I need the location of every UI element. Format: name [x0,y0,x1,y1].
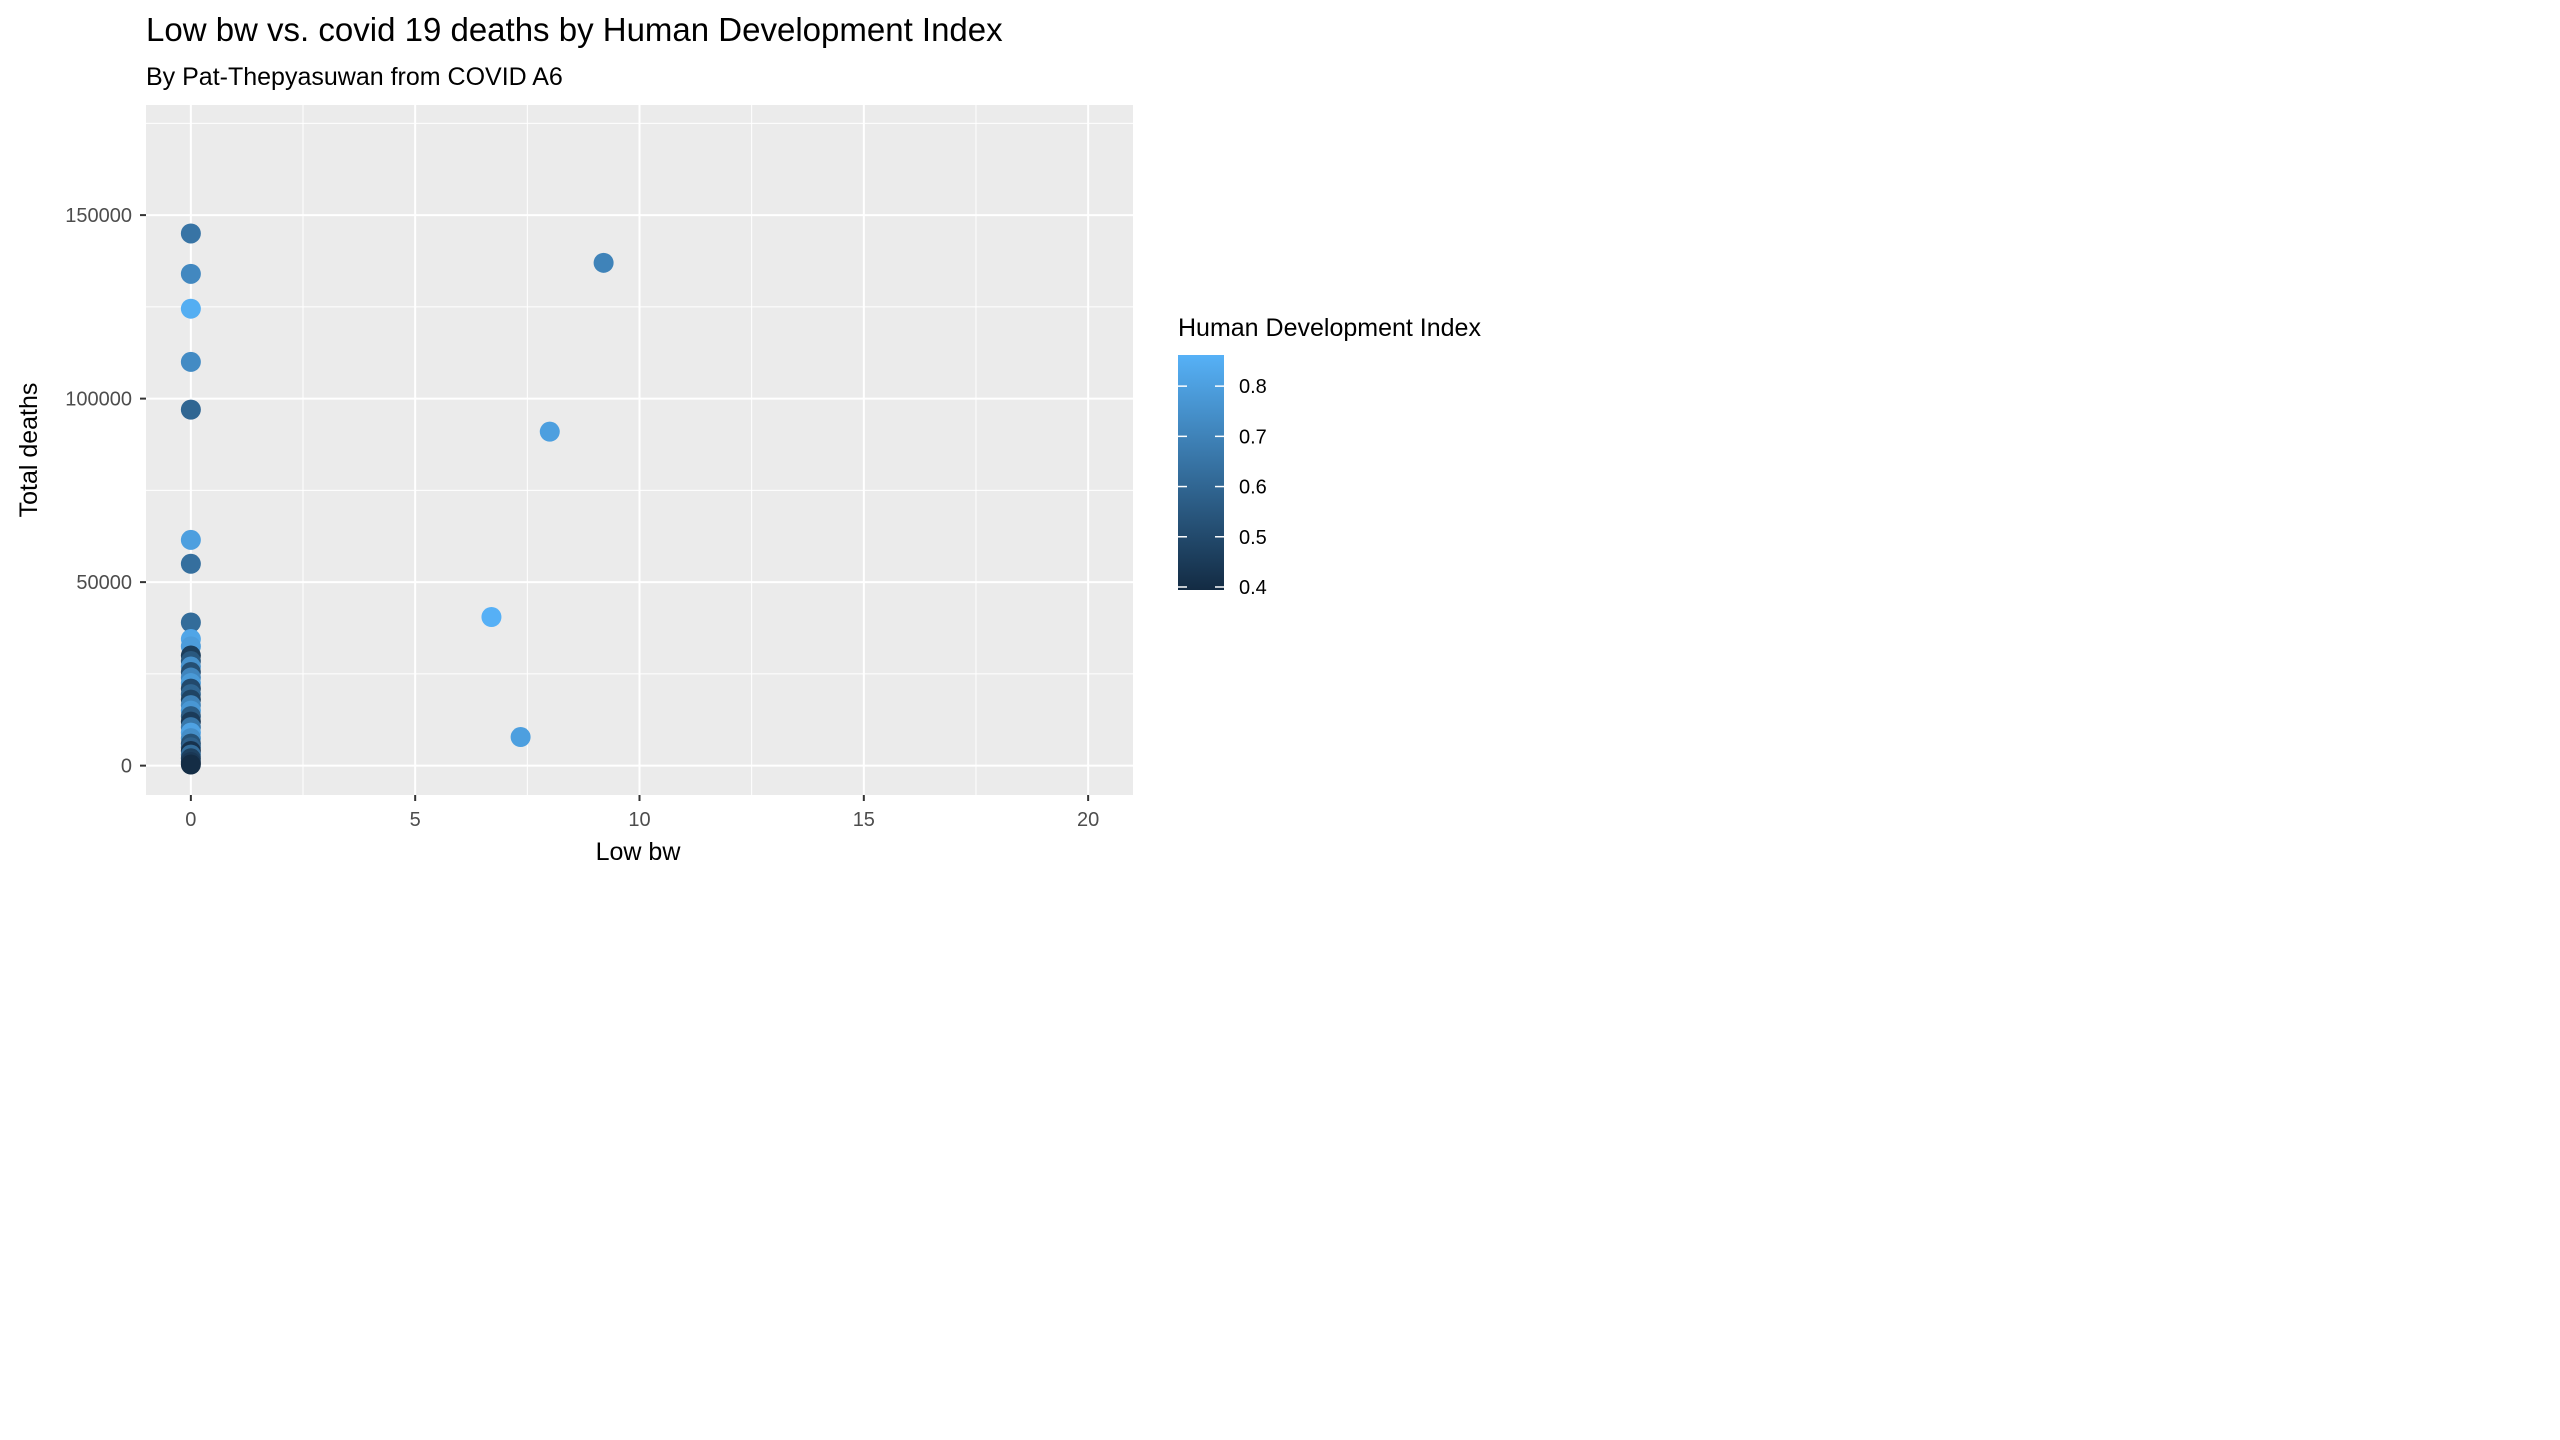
x-axis-tick-labels: 0 5 10 15 20 [185,809,1099,831]
data-point [180,223,201,244]
legend-tick-label: 0.6 [1239,477,1267,499]
data-point [481,606,502,627]
data-point [180,399,201,420]
y-tick-label: 150000 [65,205,132,227]
data-point [180,351,201,372]
legend-tick-label: 0.4 [1239,577,1267,599]
axis-ticks [140,214,1090,801]
chart-title: Low bw vs. covid 19 deaths by Human Deve… [146,11,1003,48]
legend-tick-label: 0.8 [1239,376,1267,398]
grid-major [146,105,1133,795]
data-point [180,612,201,633]
x-tick-label: 20 [1077,809,1099,831]
y-tick-label: 100000 [65,389,132,411]
data-point [180,529,201,550]
legend-tick-label: 0.5 [1239,527,1267,549]
x-tick-label: 15 [853,809,875,831]
chart-subtitle: By Pat-Thepyasuwan from COVID A6 [146,63,563,91]
data-point [180,263,201,284]
data-point [593,252,614,273]
chart: Low bw vs. covid 19 deaths by Human Deve… [15,11,1481,866]
x-axis-title: Low bw [596,838,682,866]
legend-colorbar [1178,355,1224,590]
x-tick-label: 0 [185,809,196,831]
x-tick-label: 10 [628,809,650,831]
y-axis-tick-labels: 0 50000 100000 150000 [65,205,132,778]
data-point [539,421,560,442]
x-tick-label: 5 [410,809,421,831]
legend-tick-label: 0.7 [1239,426,1267,448]
data-point [180,754,201,775]
legend-title: Human Development Index [1178,314,1481,342]
y-axis-title: Total deaths [15,383,43,518]
y-tick-label: 0 [121,756,132,778]
data-point [510,727,531,748]
y-tick-label: 50000 [76,572,132,594]
data-point [180,298,201,319]
data-points [180,223,614,775]
legend-ticks: 0.4 0.5 0.6 0.7 0.8 [1178,376,1267,599]
data-point [180,553,201,574]
